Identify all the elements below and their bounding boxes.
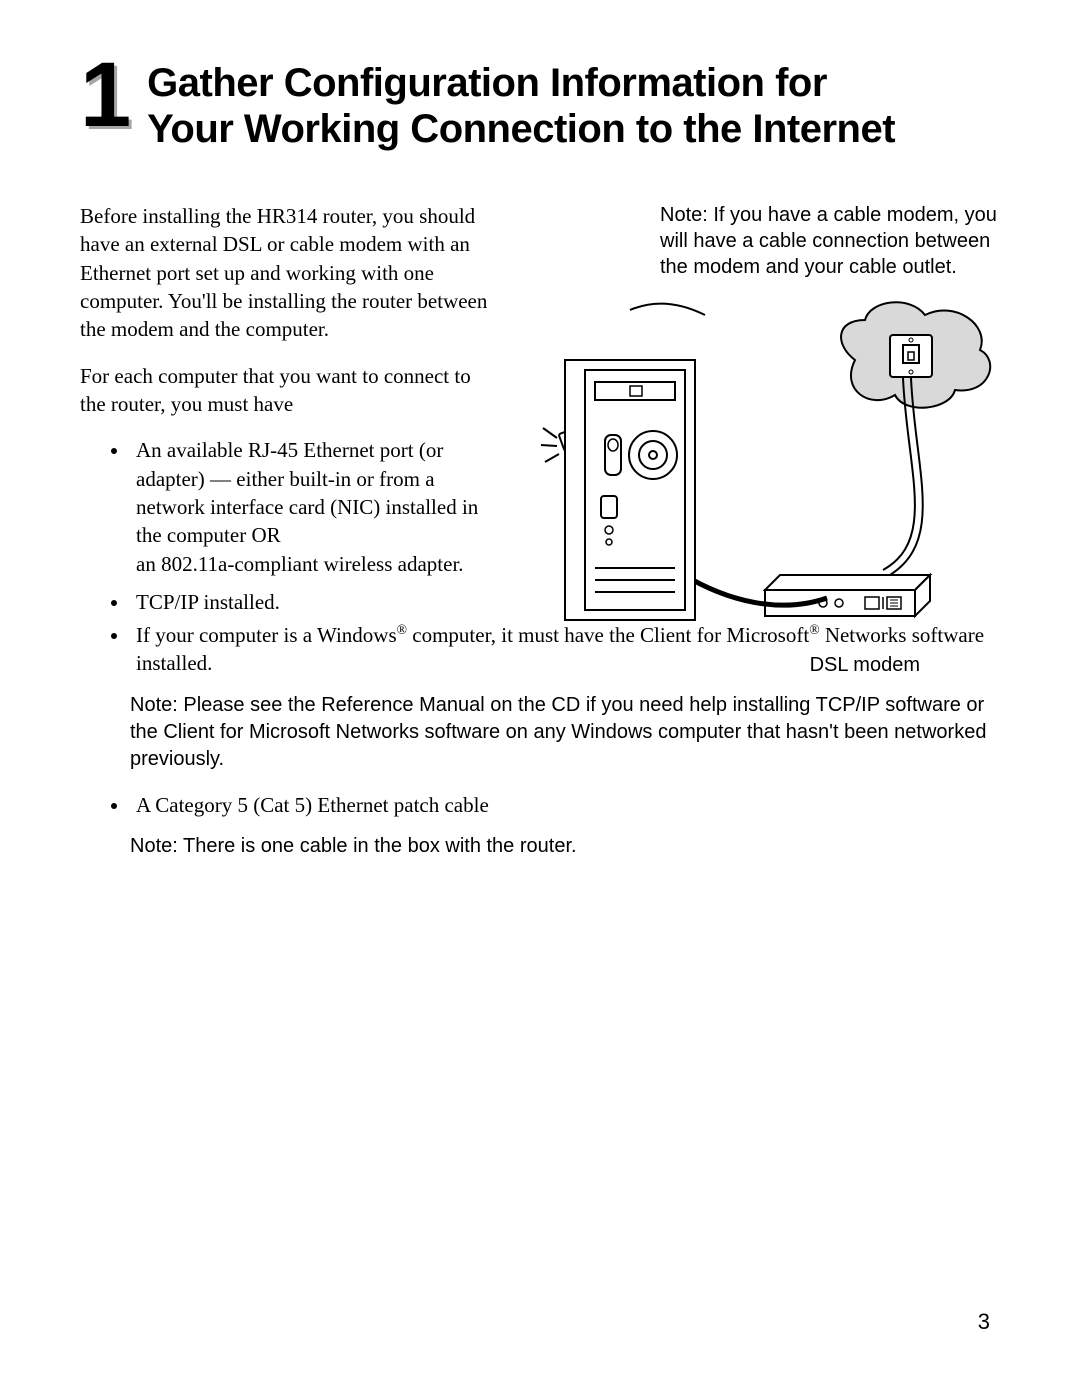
heading-text: Gather Configuration Information for You… [147, 60, 895, 152]
note-cable-in-box: Note: There is one cable in the box with… [130, 833, 1000, 860]
registered-mark-icon: ® [397, 622, 407, 637]
intro-paragraph-2: For each computer that you want to conne… [80, 362, 500, 419]
heading-line-1: Gather Configuration Information for [147, 61, 827, 105]
heading-line-2: Your Working Connection to the Internet [147, 107, 895, 151]
page-number: 3 [978, 1309, 990, 1335]
bullet-cat5-cable: A Category 5 (Cat 5) Ethernet patch cabl… [130, 791, 1000, 819]
computer-tower-icon [565, 304, 705, 620]
bullet-1b-text: an 802.11a-compliant wireless adapter. [136, 552, 464, 576]
note-reference-manual: Note: Please see the Reference Manual on… [130, 692, 1000, 773]
wall-outlet-icon [841, 302, 990, 407]
bullet-ethernet-port: An available RJ-45 Ethernet port (or ada… [130, 436, 500, 578]
connection-diagram [530, 290, 1000, 660]
figure-note: Note: If you have a cable modem, you wil… [660, 202, 1000, 280]
bullet-3a-text: If your computer is a Windows [136, 623, 397, 647]
step-number: 1 [80, 54, 129, 137]
bullet-tcpip: TCP/IP installed. [130, 588, 500, 616]
connector-emphasis-icon [541, 428, 559, 462]
heading-row: 1 Gather Configuration Information for Y… [80, 60, 1000, 152]
dsl-modem-icon [765, 575, 930, 616]
bullet-1a-text: An available RJ-45 Ethernet port (or ada… [136, 438, 478, 547]
intro-paragraph-1: Before installing the HR314 router, you … [80, 202, 500, 344]
